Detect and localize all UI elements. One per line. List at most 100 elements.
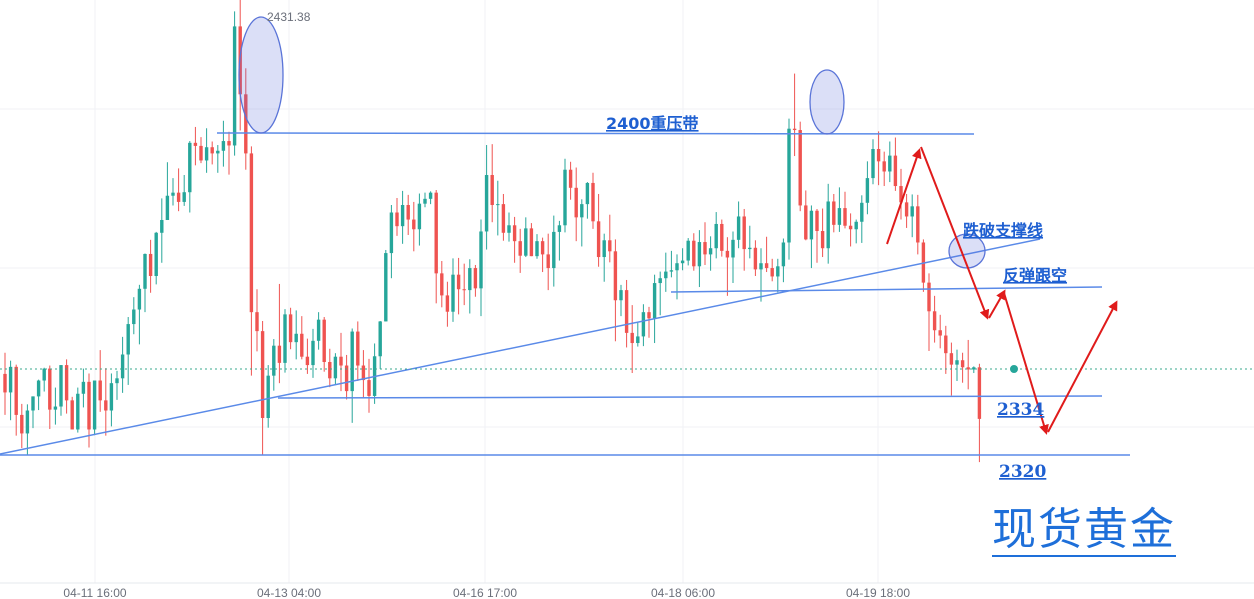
candle-body	[675, 263, 679, 271]
candle-body	[344, 365, 349, 392]
candle-body	[176, 192, 181, 202]
candle-body	[417, 203, 422, 230]
candle-body	[725, 250, 730, 258]
candle-body	[484, 175, 489, 232]
candle-body	[608, 240, 612, 252]
rebound-short-label: 反弹跟空	[1003, 266, 1067, 285]
candle-body	[53, 406, 58, 410]
candle-body	[848, 225, 853, 230]
candle-body	[529, 228, 534, 257]
candle-body	[277, 345, 282, 363]
candle-body	[126, 324, 130, 355]
candle-body	[244, 94, 248, 154]
candle-body	[899, 186, 903, 203]
candle-body	[378, 321, 382, 357]
candle-body	[720, 223, 724, 251]
x-tick-label: 04-18 06:00	[651, 586, 715, 599]
peak-price-label: 2431.38	[267, 10, 311, 24]
candle-body	[227, 141, 231, 146]
candle-body	[171, 192, 175, 196]
candle-body	[832, 201, 836, 225]
candle-body	[339, 356, 343, 366]
candle-body	[524, 228, 528, 256]
candle-body	[585, 182, 590, 205]
candle-body	[708, 248, 713, 255]
candle-body	[658, 278, 662, 284]
candle-body	[31, 396, 35, 411]
candle-body	[944, 335, 948, 354]
candle-body	[764, 263, 769, 269]
candle-body	[109, 383, 114, 411]
candle-body	[647, 312, 651, 319]
candle-body	[356, 331, 360, 366]
candle-body	[815, 210, 819, 232]
candle-body	[854, 221, 858, 230]
candle-body	[966, 367, 970, 370]
candle-body	[552, 231, 556, 269]
candle-body	[87, 381, 91, 430]
candle-body	[916, 206, 920, 243]
resistance-label: 2400重压带	[606, 114, 699, 133]
candle-body	[216, 150, 220, 154]
candle-body	[641, 312, 646, 337]
candle-body	[860, 202, 864, 222]
candle-body	[199, 145, 203, 161]
candle-body	[664, 271, 668, 279]
arrow-down-2	[1003, 292, 1049, 435]
candle-body	[574, 187, 578, 218]
candle-body	[361, 365, 366, 381]
candle-body	[568, 169, 573, 188]
candle-body	[412, 219, 416, 230]
candle-body	[496, 204, 500, 206]
candle-body	[400, 205, 405, 227]
candle-body	[154, 232, 158, 277]
peak-ellipse-right	[809, 69, 845, 135]
candle-body	[871, 148, 875, 179]
candle-body	[462, 289, 466, 291]
candle-body	[512, 225, 517, 242]
candle-body	[927, 282, 931, 312]
candle-body	[882, 161, 886, 172]
candle-body	[837, 208, 842, 225]
candle-body	[479, 231, 483, 289]
highlight-ellipses	[238, 16, 986, 269]
candle-body	[932, 311, 937, 331]
candle-body	[960, 360, 965, 368]
current-price-dot	[1010, 365, 1018, 373]
candle-body	[731, 239, 735, 258]
candle-body	[160, 219, 164, 233]
candle-body	[350, 331, 354, 392]
candle-body	[591, 182, 595, 222]
candle-body	[540, 241, 545, 255]
arrow-up-3	[1047, 300, 1118, 433]
candle-body	[876, 148, 881, 162]
candle-body	[955, 360, 959, 365]
candle-body	[434, 192, 438, 274]
candle-body	[76, 393, 80, 430]
rising-trendline	[0, 238, 1041, 455]
candle-body	[367, 380, 371, 396]
candle-body	[563, 169, 567, 226]
candle-body	[820, 231, 825, 249]
support-2334-line	[277, 395, 1103, 399]
candle-body	[546, 254, 550, 269]
candle-body	[787, 128, 791, 243]
candle-body	[680, 260, 685, 264]
candle-body	[305, 356, 310, 366]
candle-body	[204, 147, 209, 161]
candle-body	[48, 368, 52, 410]
candle-body	[697, 242, 702, 267]
candle-body	[272, 345, 276, 376]
candle-body	[210, 147, 214, 154]
candle-body	[322, 319, 326, 362]
candle-body	[742, 216, 746, 250]
drawing-lines	[0, 132, 1254, 456]
candle-body	[714, 223, 718, 249]
candle-body	[692, 240, 696, 267]
candle-body	[630, 332, 634, 344]
candle-body	[826, 201, 830, 249]
candle-body	[451, 274, 455, 312]
candle-body	[440, 273, 444, 296]
candle-body	[311, 340, 315, 366]
